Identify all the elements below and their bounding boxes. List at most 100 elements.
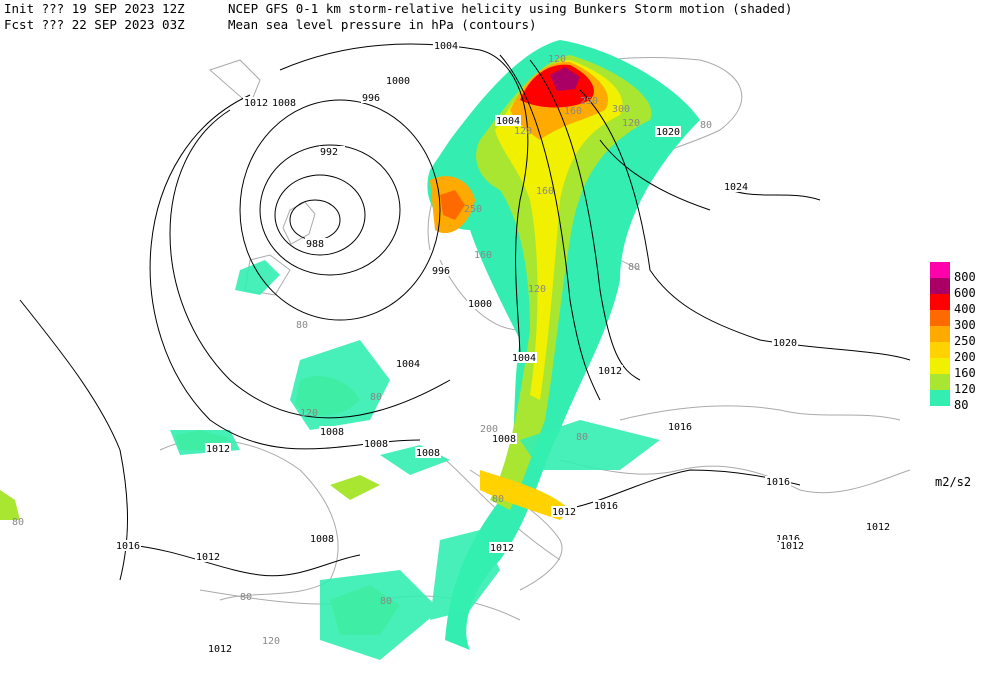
isobar-label-bg bbox=[765, 476, 791, 487]
isobar-label-bg bbox=[207, 643, 233, 654]
isobar-label: 1020 bbox=[656, 127, 680, 138]
isobar-label: 1016 bbox=[116, 541, 140, 552]
isobar-label: 1024 bbox=[724, 182, 748, 193]
isobar-label: 1008 bbox=[416, 448, 440, 459]
isobar-label: 1004 bbox=[396, 359, 420, 370]
isobar-label-bg bbox=[491, 433, 517, 444]
isobar-label-bg bbox=[667, 421, 693, 432]
isobars bbox=[19, 43, 911, 581]
helicity-label: 80 bbox=[240, 592, 252, 603]
helicity-label: 80 bbox=[12, 517, 24, 528]
isobar-label: 1012 bbox=[208, 644, 232, 655]
isobar-label-bg bbox=[489, 542, 515, 553]
isobar-label-bg bbox=[363, 438, 389, 449]
legend-label: 200 bbox=[954, 350, 976, 364]
fcst-line: Fcst ??? 22 SEP 2023 03Z bbox=[4, 17, 185, 32]
helicity-label: 80 bbox=[296, 320, 308, 331]
isobar-label: 1004 bbox=[496, 116, 520, 127]
helicity-label: 120 bbox=[548, 54, 566, 65]
legend-swatch bbox=[930, 374, 950, 390]
isobar-label: 1000 bbox=[386, 76, 410, 87]
isobar-label: 992 bbox=[320, 147, 338, 158]
legend-swatch bbox=[930, 278, 950, 294]
isobar-label-bg bbox=[865, 521, 891, 532]
helicity-label: 200 bbox=[480, 424, 498, 435]
isobar-label-bg bbox=[195, 551, 221, 562]
helicity-label: 120 bbox=[622, 118, 640, 129]
legend-label: 250 bbox=[954, 334, 976, 348]
isobar-label-bg bbox=[319, 146, 345, 157]
isobar-label: 988 bbox=[306, 239, 324, 250]
helicity-label: 80 bbox=[380, 596, 392, 607]
helicity-label: 160 bbox=[474, 250, 492, 261]
isobar-label-bg bbox=[415, 447, 441, 458]
helicity-label: 160 bbox=[536, 186, 554, 197]
init-line: Init ??? 19 SEP 2023 12Z bbox=[4, 1, 185, 16]
isobar-label-bg bbox=[243, 97, 269, 108]
legend-swatch bbox=[930, 390, 950, 406]
legend: 80 120 160 200 250 300 400 600 800 bbox=[930, 262, 976, 412]
title: NCEP GFS 0-1 km storm-relative helicity … bbox=[228, 1, 792, 16]
isobar-label: 1012 bbox=[244, 98, 268, 109]
helicity-label: 80 bbox=[700, 120, 712, 131]
isobar-label: 1016 bbox=[766, 477, 790, 488]
legend-swatch bbox=[930, 326, 950, 342]
helicity-label: 80 bbox=[576, 432, 588, 443]
isobar-label: 1004 bbox=[512, 353, 536, 364]
isobar-label: 1004 bbox=[434, 41, 458, 52]
isobar-label: 1000 bbox=[468, 299, 492, 310]
isobar-label: 1016 bbox=[776, 534, 800, 545]
isobar-label: 1016 bbox=[668, 422, 692, 433]
legend-label: 80 bbox=[954, 398, 968, 412]
legend-swatch bbox=[930, 358, 950, 374]
helicity-label: 80 bbox=[492, 494, 504, 505]
isobar-label: 996 bbox=[362, 93, 380, 104]
isobar-label-bg bbox=[723, 181, 749, 192]
helicity-label: 250 bbox=[580, 96, 598, 107]
isobar-label-bg bbox=[115, 540, 141, 551]
isobar-label: 996 bbox=[432, 266, 450, 277]
isobar-label-bg bbox=[597, 365, 623, 376]
helicity-label: 120 bbox=[528, 284, 546, 295]
helicity-label: 80 bbox=[370, 392, 382, 403]
isobar-label-bg bbox=[361, 92, 387, 103]
isobar-label: 1012 bbox=[490, 543, 514, 554]
isobar-label: 1012 bbox=[196, 552, 220, 563]
isobar-label-bg bbox=[551, 506, 577, 517]
isobar-label-bg bbox=[511, 352, 537, 363]
isobar-label: 1020 bbox=[773, 338, 797, 349]
isobar-label: 1008 bbox=[492, 434, 516, 445]
legend-swatch bbox=[930, 310, 950, 326]
helicity-label: 160 bbox=[564, 106, 582, 117]
legend-label: 300 bbox=[954, 318, 976, 332]
isobar-label-bg bbox=[319, 426, 345, 437]
isobar-label: 1008 bbox=[364, 439, 388, 450]
isobar-label-bg bbox=[205, 443, 231, 454]
helicity-label: 80 bbox=[628, 262, 640, 273]
isobar-label-bg bbox=[779, 540, 805, 551]
isobar-label-bg bbox=[395, 358, 421, 369]
isobar-label-bg bbox=[305, 238, 331, 249]
legend-label: 400 bbox=[954, 302, 976, 316]
helicity-label: 250 bbox=[464, 204, 482, 215]
helicity-label: 120 bbox=[514, 126, 532, 137]
legend-label: 600 bbox=[954, 286, 976, 300]
isobar-label: 1012 bbox=[552, 507, 576, 518]
helicity-label: 120 bbox=[300, 408, 318, 419]
isobar-label-bg bbox=[309, 533, 335, 544]
isobar-label: 1012 bbox=[780, 541, 804, 552]
isobar-label: 1008 bbox=[320, 427, 344, 438]
legend-units: m2/s2 bbox=[935, 475, 971, 489]
legend-swatch bbox=[930, 262, 950, 278]
isobar-label-bg bbox=[772, 337, 798, 348]
isobar-label-bg bbox=[385, 75, 411, 86]
isobar-label: 1016 bbox=[594, 501, 618, 512]
isobar-label-bg bbox=[775, 533, 801, 544]
subtitle: Mean sea level pressure in hPa (contours… bbox=[228, 17, 537, 32]
isobar-label: 1008 bbox=[272, 98, 296, 109]
isobar-label-bg bbox=[271, 97, 297, 108]
legend-label: 800 bbox=[954, 270, 976, 284]
helicity-label: 300 bbox=[612, 104, 630, 115]
legend-swatch bbox=[930, 294, 950, 310]
